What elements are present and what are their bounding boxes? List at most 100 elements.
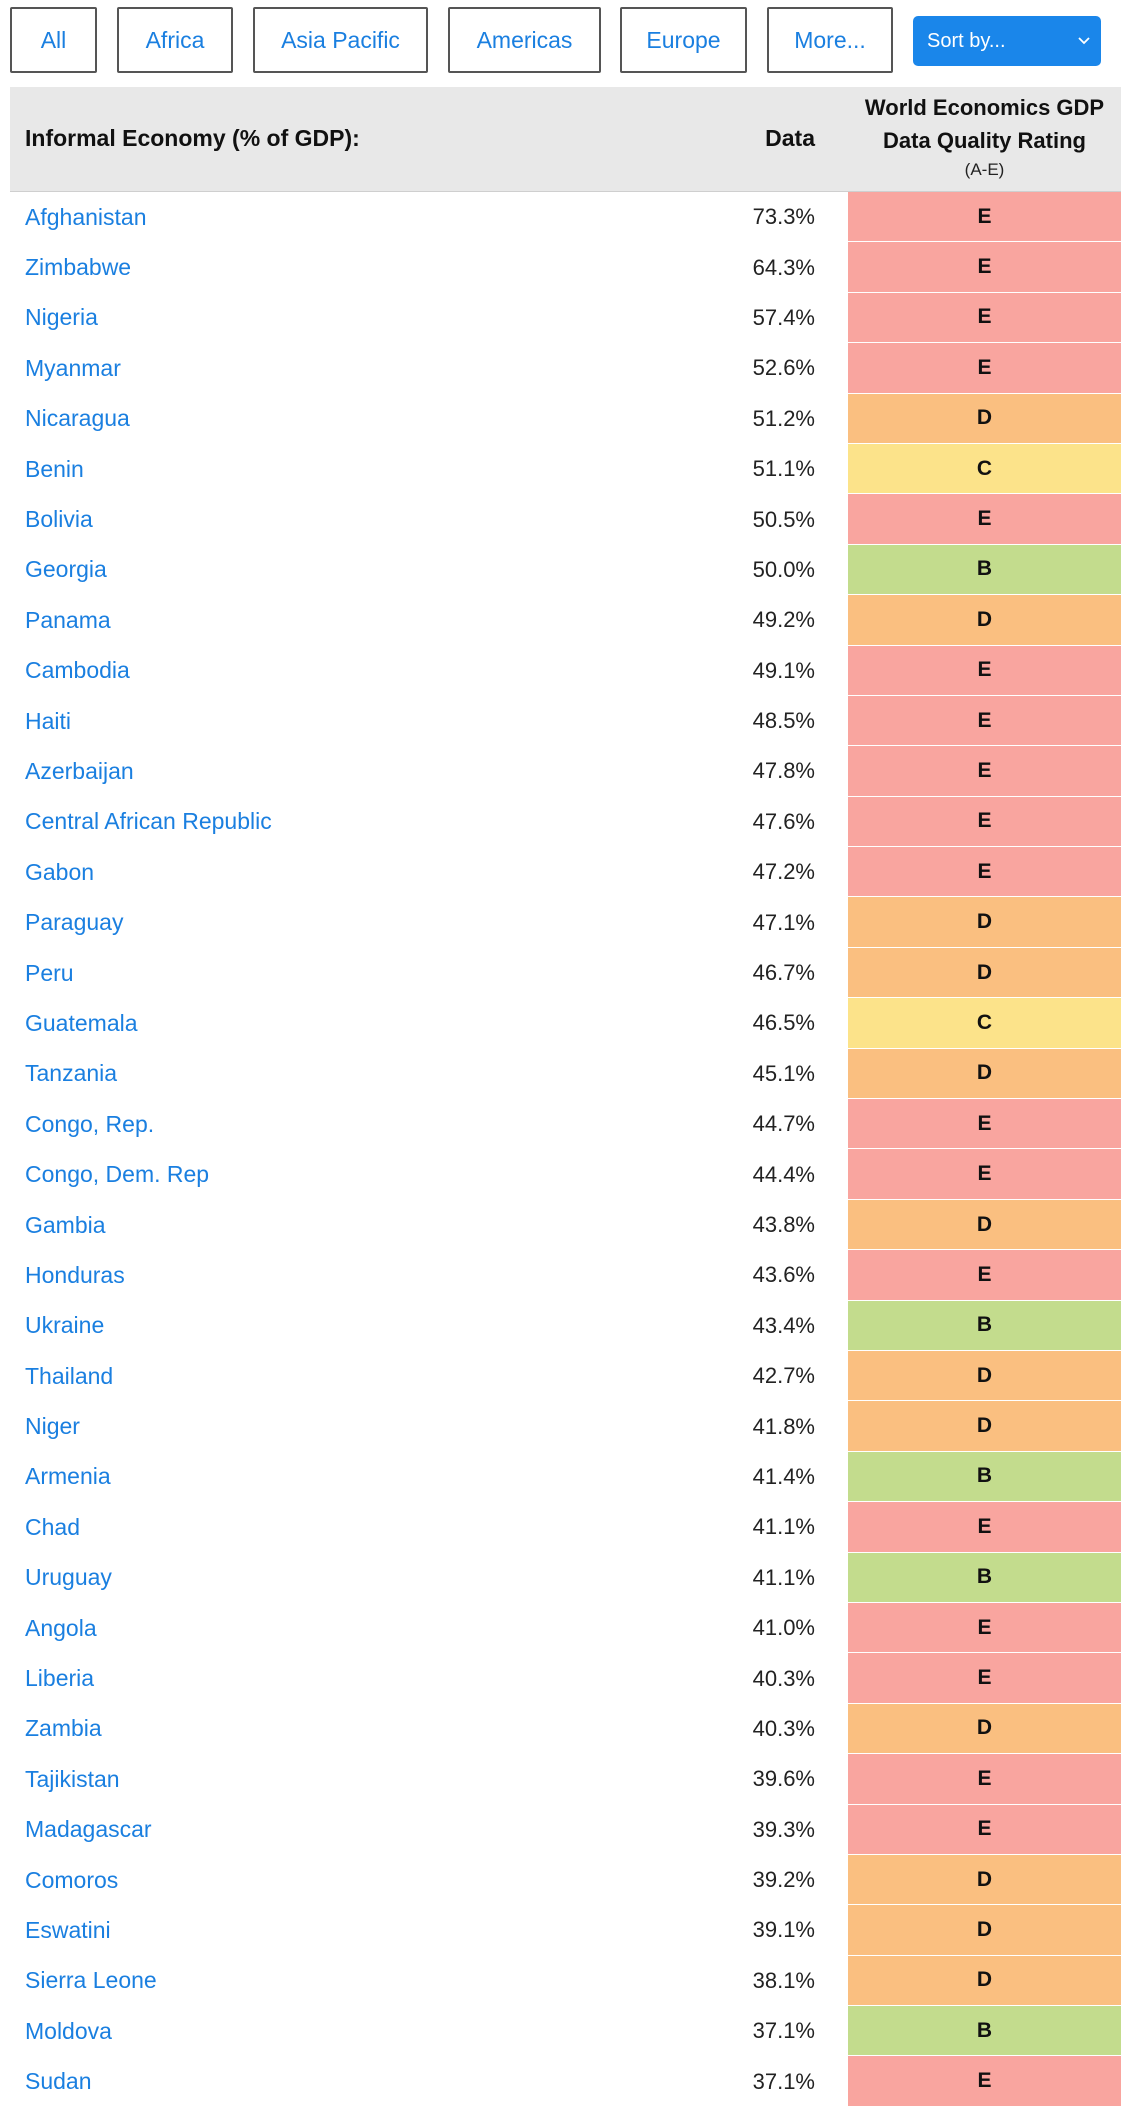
data-value: 57.4%	[752, 304, 815, 330]
country-link[interactable]: Congo, Dem. Rep	[25, 1161, 210, 1188]
data-value: 38.1%	[752, 1967, 815, 1993]
rating-header-scale: (A-E)	[964, 160, 1005, 179]
table-row: Tajikistan 39.6% E	[10, 1754, 1121, 1805]
rating-header-title: World Economics GDP Data Quality Rating	[864, 95, 1105, 153]
country-link[interactable]: Honduras	[25, 1261, 125, 1288]
quality-rating-badge: E	[848, 695, 1121, 747]
quality-rating-badge: D	[848, 595, 1121, 646]
country-link[interactable]: Zimbabwe	[25, 254, 132, 281]
table-row: Madagascar 39.3% E	[10, 1804, 1121, 1855]
table-row: Paraguay 47.1% D	[10, 897, 1121, 948]
data-value: 48.5%	[752, 708, 815, 734]
country-link[interactable]: Moldova	[25, 2017, 112, 2044]
country-link[interactable]: Afghanistan	[25, 203, 147, 230]
country-link[interactable]: Madagascar	[25, 1816, 152, 1843]
table-row: Ukraine 43.4% B	[10, 1300, 1121, 1351]
country-link[interactable]: Myanmar	[25, 354, 121, 381]
country-link[interactable]: Tajikistan	[25, 1765, 120, 1792]
quality-rating-badge: D	[848, 1401, 1121, 1452]
quality-rating-badge: D	[848, 1955, 1121, 2007]
country-link[interactable]: Gambia	[25, 1211, 106, 1238]
data-value: 50.0%	[752, 556, 815, 582]
data-value: 39.3%	[752, 1816, 815, 1842]
data-value: 39.6%	[752, 1766, 815, 1792]
country-link[interactable]: Ukraine	[25, 1312, 105, 1339]
country-link[interactable]: Congo, Rep.	[25, 1110, 155, 1137]
data-value: 49.2%	[752, 607, 815, 633]
country-link[interactable]: Armenia	[25, 1463, 111, 1490]
country-link[interactable]: Thailand	[25, 1362, 114, 1389]
quality-rating-badge: D	[848, 897, 1121, 948]
quality-rating-badge: E	[848, 796, 1121, 848]
country-link[interactable]: Sierra Leone	[25, 1967, 157, 1994]
country-link[interactable]: Benin	[25, 455, 84, 482]
filter-africa-button[interactable]: Africa	[117, 7, 233, 73]
country-link[interactable]: Nicaragua	[25, 405, 130, 432]
sort-by-select[interactable]: Sort by...	[913, 16, 1101, 66]
country-link[interactable]: Paraguay	[25, 909, 124, 936]
country-link[interactable]: Central African Republic	[25, 808, 272, 835]
filter-asia-pacific-button[interactable]: Asia Pacific	[253, 7, 428, 73]
country-link[interactable]: Chad	[25, 1513, 80, 1540]
data-value: 42.7%	[752, 1363, 815, 1389]
country-link[interactable]: Liberia	[25, 1665, 95, 1692]
country-link[interactable]: Eswatini	[25, 1916, 111, 1943]
table-row: Tanzania 45.1% D	[10, 1048, 1121, 1100]
table-row: Azerbaijan 47.8% E	[10, 746, 1121, 797]
data-value: 41.1%	[752, 1514, 815, 1540]
table-row: Central African Republic 47.6% E	[10, 796, 1121, 848]
filter-more-button[interactable]: More...	[767, 7, 893, 73]
data-value: 47.6%	[752, 808, 815, 834]
country-link[interactable]: Zambia	[25, 1715, 102, 1742]
filter-americas-button[interactable]: Americas	[448, 7, 601, 73]
quality-rating-badge: D	[848, 1854, 1121, 1906]
table-row: Congo, Rep. 44.7% E	[10, 1099, 1121, 1150]
data-value: 46.7%	[752, 960, 815, 986]
quality-rating-badge: E	[848, 847, 1121, 898]
country-link[interactable]: Uruguay	[25, 1564, 112, 1591]
country-link[interactable]: Haiti	[25, 707, 72, 734]
country-link[interactable]: Panama	[25, 606, 111, 633]
country-link[interactable]: Peru	[25, 959, 74, 986]
table-row: Eswatini 39.1% D	[10, 1905, 1121, 1956]
country-link[interactable]: Tanzania	[25, 1060, 118, 1087]
table-row: Afghanistan 73.3% E	[10, 192, 1121, 243]
country-link[interactable]: Angola	[25, 1614, 97, 1641]
data-value: 51.1%	[752, 456, 815, 482]
filter-europe-button[interactable]: Europe	[620, 7, 747, 73]
country-link[interactable]: Bolivia	[25, 506, 93, 533]
table-row: Zambia 40.3% D	[10, 1703, 1121, 1755]
country-link[interactable]: Nigeria	[25, 304, 98, 331]
country-link[interactable]: Guatemala	[25, 1009, 138, 1036]
country-link[interactable]: Azerbaijan	[25, 757, 134, 784]
quality-rating-badge: E	[848, 1754, 1121, 1805]
table-row: Niger 41.8% D	[10, 1401, 1121, 1452]
data-value: 37.1%	[752, 2018, 815, 2044]
region-filter-bar: All Africa Asia Pacific Americas Europe …	[0, 0, 1133, 84]
sort-by-label: Sort by...	[927, 29, 1006, 52]
quality-rating-badge: E	[848, 242, 1121, 293]
quality-rating-badge: E	[848, 1653, 1121, 1704]
table-row: Bolivia 50.5% E	[10, 494, 1121, 545]
quality-rating-badge: D	[848, 1199, 1121, 1251]
data-value: 40.3%	[752, 1665, 815, 1691]
data-value: 37.1%	[752, 2068, 815, 2094]
quality-rating-badge: E	[848, 1602, 1121, 1654]
country-link[interactable]: Gabon	[25, 858, 95, 885]
table-row: Sierra Leone 38.1% D	[10, 1955, 1121, 2007]
data-value: 51.2%	[752, 405, 815, 431]
data-value: 45.1%	[752, 1060, 815, 1086]
table-row: Thailand 42.7% D	[10, 1350, 1121, 1402]
country-link[interactable]: Georgia	[25, 556, 107, 583]
column-header-rating: World Economics GDP Data Quality Rating …	[848, 87, 1121, 191]
table-row: Peru 46.7% D	[10, 947, 1121, 999]
country-link[interactable]: Cambodia	[25, 657, 130, 684]
country-link[interactable]: Sudan	[25, 2068, 92, 2095]
country-link[interactable]: Niger	[25, 1413, 80, 1440]
country-link[interactable]: Comoros	[25, 1866, 119, 1893]
column-header-country: Informal Economy (% of GDP):	[25, 125, 360, 151]
quality-rating-badge: E	[848, 292, 1121, 344]
table-row: Nicaragua 51.2% D	[10, 393, 1121, 444]
filter-all-button[interactable]: All	[10, 7, 97, 73]
quality-rating-badge: E	[848, 494, 1121, 545]
